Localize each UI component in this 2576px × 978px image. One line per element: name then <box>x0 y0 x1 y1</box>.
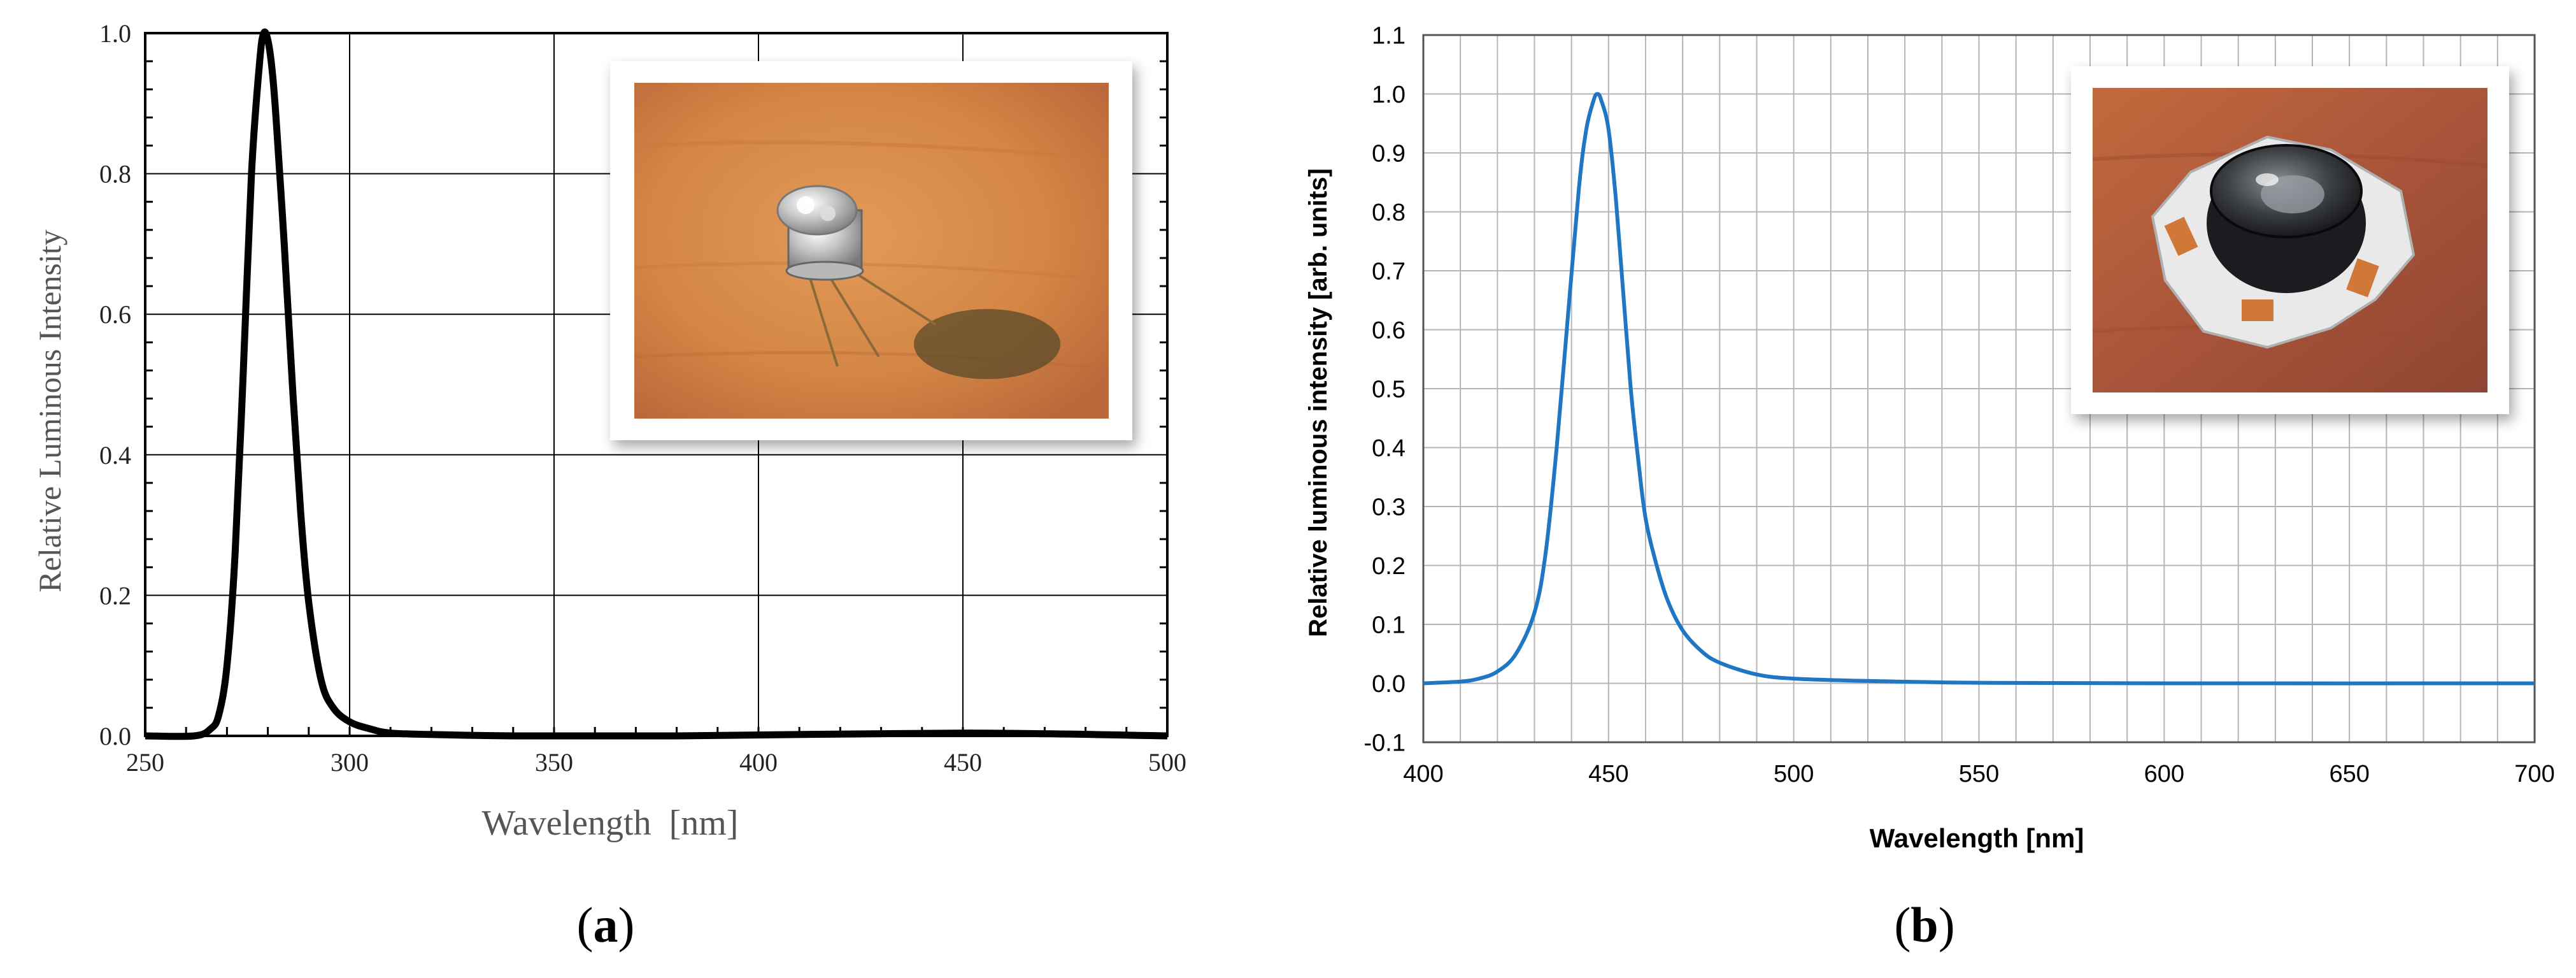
panel-b-plot-frame <box>1422 34 2536 744</box>
panel-b-y-tick-labels: -0.1 0.0 0.1 0.2 0.3 0.4 0.5 0.6 0.7 0.8 0.9 1.0 1.1 <box>1364 22 1405 756</box>
panel-b-x-tick-label: 550 <box>1959 761 1999 787</box>
panel-b-y-tick-label: 0.1 <box>1372 612 1405 638</box>
panel-b-y-tick-label: 0.5 <box>1372 376 1405 403</box>
panel-b-y-tick-label: 0.7 <box>1372 258 1405 285</box>
panel-b-x-tick-label: 450 <box>1588 761 1628 787</box>
panel-a-y-tick-label: 0.8 <box>99 160 131 189</box>
panel-a-x-tick-label: 350 <box>535 748 573 777</box>
panel-b-y-axis-label: Relative luminous intensity [arb. units] <box>1304 168 1332 637</box>
panel-b-x-tick-label: 500 <box>1774 761 1814 787</box>
panel-a-x-tick-label: 300 <box>331 748 369 777</box>
panel-a-y-tick-label: 0.4 <box>99 441 131 470</box>
panel-b-y-tick-label: 0.0 <box>1372 671 1405 698</box>
panel-b-y-tick-label: -0.1 <box>1364 730 1405 756</box>
panel-b-spectrum-line <box>1423 92 2535 686</box>
panel-a-spectrum-line <box>145 28 1168 740</box>
panel-b-y-tick-label: 0.8 <box>1372 199 1405 226</box>
panel-a-label: (a) <box>577 897 635 953</box>
panel-b-x-axis-label: Wavelength [nm] <box>1870 823 2084 853</box>
panel-a-y-tick-labels: 0.0 0.2 0.4 0.6 0.8 1.0 <box>99 19 131 751</box>
panel-a-x-tick-label: 400 <box>739 748 778 777</box>
panel-b-y-tick-label: 1.1 <box>1372 22 1405 49</box>
panel-b-x-tick-label: 650 <box>2329 761 2369 787</box>
panel-a-y-tick-label: 0.0 <box>99 722 131 751</box>
panel-b-y-tick-label: 0.9 <box>1372 140 1405 167</box>
panel-a-x-tick-label: 450 <box>944 748 982 777</box>
panel-a-y-tick-label: 1.0 <box>99 19 131 48</box>
panel-a-y-tick-label: 0.6 <box>99 300 131 329</box>
panel-a-x-tick-label: 500 <box>1148 748 1186 777</box>
blue-led-star-board-photo <box>2071 66 2509 414</box>
panel-b-label: (b) <box>1894 897 1954 953</box>
panel-b-x-tick-labels: 400 450 500 550 600 650 700 <box>1403 761 2554 787</box>
panel-a: 0.0 0.2 0.4 0.6 0.8 1.0 250 300 350 400 450 500 Wa… <box>32 19 1186 953</box>
panel-b-x-tick-label: 600 <box>2144 761 2184 787</box>
panel-b-y-tick-label: 0.4 <box>1372 435 1405 462</box>
panel-b-x-tick-label: 400 <box>1403 761 1443 787</box>
panel-b: -0.1 0.0 0.1 0.2 0.3 0.4 0.5 0.6 0.7 0.8 0.9 1.0 1.1… <box>1304 22 2555 953</box>
uv-led-to-can-photo <box>610 61 1132 440</box>
panel-b-y-tick-label: 0.2 <box>1372 553 1405 580</box>
panel-b-y-tick-label: 1.0 <box>1372 82 1405 108</box>
panel-b-y-tick-label: 0.3 <box>1372 494 1405 521</box>
panel-a-x-tick-label: 250 <box>126 748 164 777</box>
panel-b-x-tick-label: 700 <box>2514 761 2554 787</box>
panel-a-x-axis-label: Wavelength [nm] <box>482 803 739 843</box>
panel-b-y-tick-label: 0.6 <box>1372 317 1405 344</box>
panel-a-y-axis-label: Relative Luminous Intensity <box>32 229 68 592</box>
panel-a-y-tick-label: 0.2 <box>99 581 131 610</box>
panel-a-x-tick-labels: 250 300 350 400 450 500 <box>126 748 1186 777</box>
